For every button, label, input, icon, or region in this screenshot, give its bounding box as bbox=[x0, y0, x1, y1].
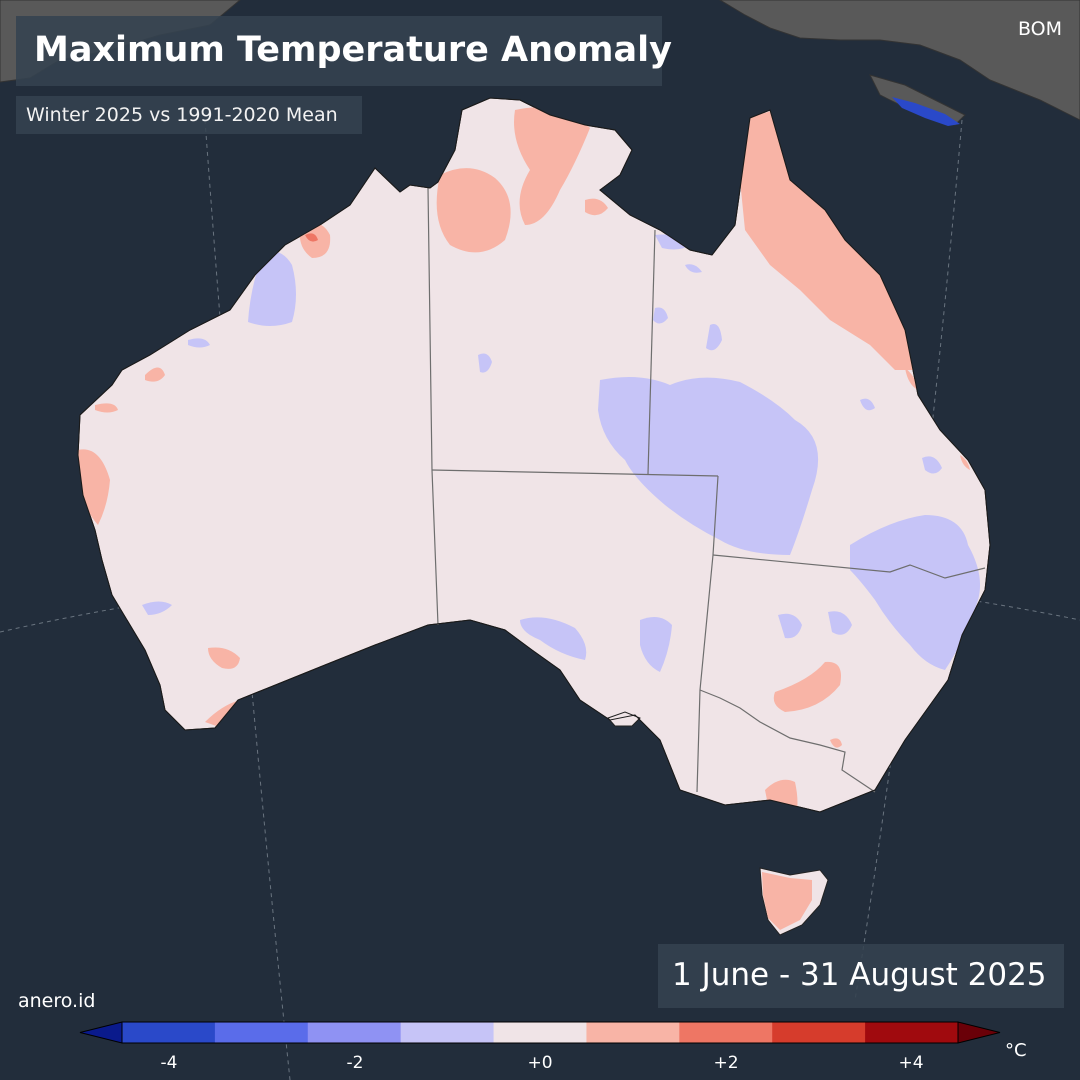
state-borders bbox=[427, 187, 986, 793]
warm-patch-qld-coast bbox=[905, 368, 918, 390]
cool-patch-gulf bbox=[655, 234, 690, 250]
cool-patch-gulf-south bbox=[685, 264, 702, 273]
cool-patch-sa-coast bbox=[520, 617, 587, 660]
colorbar-frame bbox=[121, 1021, 959, 1044]
cool-patch-wa-south bbox=[142, 601, 172, 615]
colorbar-extend-high bbox=[957, 1021, 1001, 1044]
warm-patch-arnhem bbox=[514, 107, 590, 225]
colorbar-tick-label: +2 bbox=[713, 1053, 739, 1073]
cool-patch-nw bbox=[188, 338, 210, 348]
colorbar-bin bbox=[493, 1022, 587, 1043]
anomaly-layer bbox=[78, 107, 981, 812]
colorbar-extend-low bbox=[79, 1021, 123, 1044]
colorbar-bin bbox=[586, 1022, 680, 1043]
warm-patch-top-end-west bbox=[436, 168, 511, 253]
colorbar-bin bbox=[679, 1022, 773, 1043]
cool-patch-pilbara bbox=[248, 251, 296, 326]
source-label: BOM bbox=[1017, 18, 1062, 40]
cool-patch-nsw-east bbox=[850, 515, 981, 670]
cool-patch-nt-small bbox=[478, 353, 492, 373]
colorbar-bin bbox=[307, 1022, 402, 1043]
colorbar-tick-label: +0 bbox=[527, 1053, 553, 1073]
cool-patch-qld-se bbox=[922, 456, 942, 474]
warm-patch-central-nsw bbox=[773, 661, 841, 712]
map-title: Maximum Temperature Anomaly bbox=[34, 30, 672, 70]
colorbar-tick-label: -2 bbox=[346, 1053, 364, 1073]
warm-patch-pilbara bbox=[145, 367, 165, 382]
colorbar-tick-label: -4 bbox=[160, 1053, 178, 1073]
warm-patch-cape-york bbox=[740, 110, 915, 370]
cool-patch-central bbox=[598, 376, 819, 555]
cool-patch-qld-mid bbox=[706, 324, 722, 351]
date-range: 1 June - 31 August 2025 bbox=[672, 957, 1047, 993]
png-landmass bbox=[719, 0, 1080, 121]
title-panel: Maximum Temperature Anomaly bbox=[16, 16, 672, 86]
cool-patch-qld-west bbox=[653, 307, 668, 324]
warm-patch-nw-cape bbox=[95, 403, 118, 413]
colorbar-bin bbox=[122, 1022, 216, 1043]
credit-label: anero.id bbox=[18, 990, 96, 1012]
warm-patch-perth bbox=[208, 647, 240, 669]
cool-patch-nsw-mid bbox=[828, 611, 852, 635]
colorbar-bin bbox=[865, 1022, 959, 1043]
warm-patch-sw-corner bbox=[205, 700, 240, 728]
warm-patch-tasmania bbox=[762, 872, 812, 930]
date-panel: 1 June - 31 August 2025 bbox=[658, 944, 1064, 1008]
colorbar-unit: °C bbox=[1005, 1040, 1027, 1061]
subtitle-panel: Winter 2025 vs 1991-2020 Mean bbox=[16, 96, 362, 134]
colorbar-bin bbox=[400, 1022, 495, 1043]
warm-patch-arnhem-ne bbox=[585, 198, 608, 216]
colorbar-bin bbox=[214, 1022, 309, 1043]
png-cool-patch bbox=[892, 97, 960, 126]
hot-patch-kimberley bbox=[305, 233, 318, 242]
cool-patch-qld-east bbox=[860, 398, 875, 411]
coastline bbox=[77, 97, 991, 813]
warm-patch-nsw-north bbox=[960, 455, 970, 470]
colorbar-tick-label: +4 bbox=[898, 1053, 924, 1073]
colorbar-bin bbox=[772, 1022, 866, 1043]
map-subtitle: Winter 2025 vs 1991-2020 Mean bbox=[26, 104, 338, 126]
warm-patch-nsw-coast bbox=[830, 738, 842, 748]
cool-patch-sa-east bbox=[640, 616, 672, 672]
cool-patch-nsw-west bbox=[778, 613, 802, 639]
colorbar bbox=[79, 1021, 1001, 1044]
png-south-coast bbox=[869, 74, 966, 126]
